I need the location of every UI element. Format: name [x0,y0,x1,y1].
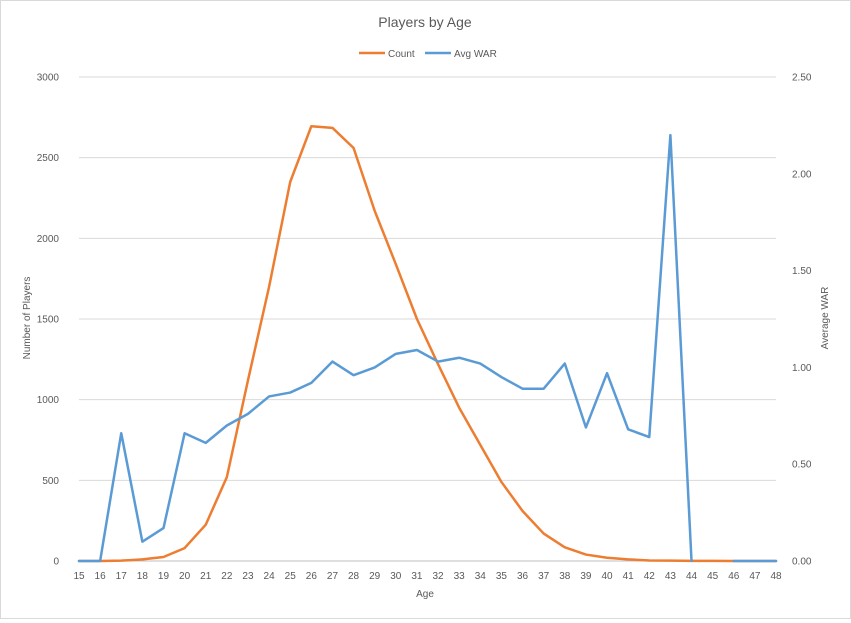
y-tick-label: 1500 [37,315,60,326]
legend-label-avg-war: Avg WAR [454,49,497,60]
x-axis-title: Age [416,589,434,600]
x-tick-label: 34 [475,571,487,582]
x-tick-label: 35 [496,571,508,582]
series-line-count [77,124,778,563]
x-tick-label: 26 [306,571,318,582]
x-tick-label: 15 [73,571,85,582]
x-tick-label: 16 [95,571,107,582]
x-tick-label: 36 [517,571,529,582]
y-tick-label: 1000 [37,395,60,406]
x-tick-label: 23 [242,571,254,582]
legend-label-count: Count [388,49,415,60]
y2-tick-label: 1.00 [792,363,812,374]
x-tick-label: 19 [158,571,170,582]
chart-title: Players by Age [378,14,472,30]
x-tick-label: 22 [221,571,233,582]
x-tick-label: 45 [707,571,719,582]
y2-tick-label: 0.50 [792,460,812,471]
y-axis-title: Number of Players [22,277,33,360]
series-layer [77,124,778,563]
y-tick-label: 500 [42,476,59,487]
y-axis-right: 0.00 0.50 1.00 1.50 2.00 2.50 [792,73,812,568]
x-tick-label: 21 [200,571,212,582]
y2-axis-title: Average WAR [820,287,831,350]
x-tick-label: 32 [432,571,444,582]
x-tick-label: 38 [559,571,571,582]
y2-tick-label: 2.50 [792,73,812,84]
x-tick-label: 41 [623,571,635,582]
x-tick-label: 31 [411,571,423,582]
x-tick-label: 33 [454,571,466,582]
y-tick-label: 3000 [37,73,60,84]
gridlines [79,76,776,562]
x-tick-label: 44 [686,571,698,582]
x-tick-label: 27 [327,571,339,582]
x-tick-label: 39 [580,571,592,582]
x-axis: 15 16 17 18 19 20 21 22 23 24 25 26 27 28 29 30 31 32 33 34… [73,571,782,582]
y-axis-left: 0 500 1000 1500 2000 2500 3000 [37,73,60,568]
y-tick-label: 2000 [37,234,60,245]
y2-tick-label: 2.00 [792,169,812,180]
x-tick-label: 25 [285,571,297,582]
series-line-avg-war [77,133,778,563]
x-tick-label: 43 [665,571,677,582]
x-tick-label: 40 [601,571,613,582]
x-tick-label: 37 [538,571,550,582]
y-tick-label: 2500 [37,153,60,164]
x-tick-label: 29 [369,571,381,582]
y-tick-label: 0 [53,557,59,568]
y2-tick-label: 1.50 [792,266,812,277]
x-tick-label: 20 [179,571,191,582]
y2-tick-label: 0.00 [792,557,812,568]
x-tick-label: 48 [770,571,782,582]
x-tick-label: 18 [137,571,149,582]
x-tick-label: 17 [116,571,128,582]
x-tick-label: 42 [644,571,656,582]
x-tick-label: 46 [728,571,740,582]
x-tick-label: 30 [390,571,402,582]
x-tick-label: 47 [749,571,761,582]
x-tick-label: 24 [264,571,276,582]
legend: Count Avg WAR [359,49,497,60]
x-tick-label: 28 [348,571,360,582]
